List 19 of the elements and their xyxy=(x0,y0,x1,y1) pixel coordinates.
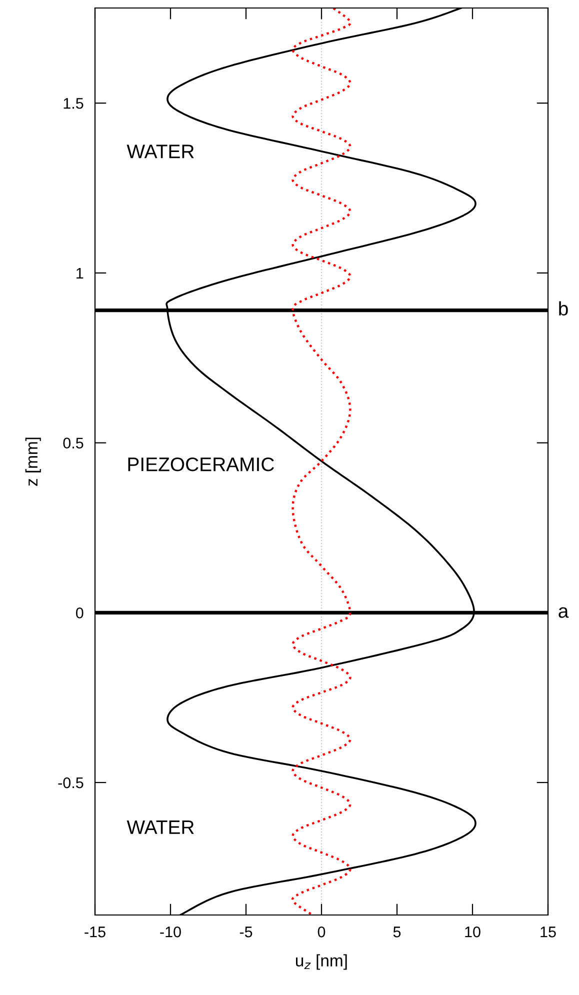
annotation: PIEZOCERAMIC xyxy=(128,457,274,472)
ref-line-label: a xyxy=(558,607,569,618)
x-tick-label: 10 xyxy=(465,926,480,938)
y-tick-label: 0.5 xyxy=(63,438,84,449)
annotation: WATER xyxy=(126,820,194,834)
y-tick-label: 1 xyxy=(76,268,84,278)
ref-line-label: b xyxy=(559,301,568,316)
x-axis-title: u$_{z}$ [nm] xyxy=(296,954,347,970)
x-tick-label: -5 xyxy=(240,926,252,938)
x-tick-label: 15 xyxy=(540,926,556,938)
x-tick-label: -15 xyxy=(84,926,106,938)
y-tick-label: -0.5 xyxy=(58,777,84,788)
y-axis-title: z [mm] xyxy=(25,438,41,486)
x-tick-label: -10 xyxy=(160,926,181,938)
x-tick-label: 5 xyxy=(393,926,401,938)
y-tick-label: 0 xyxy=(76,608,84,618)
annotation: WATER xyxy=(126,144,194,158)
x-tick-label: 0 xyxy=(318,926,326,938)
y-tick-label: 1.5 xyxy=(64,98,84,109)
